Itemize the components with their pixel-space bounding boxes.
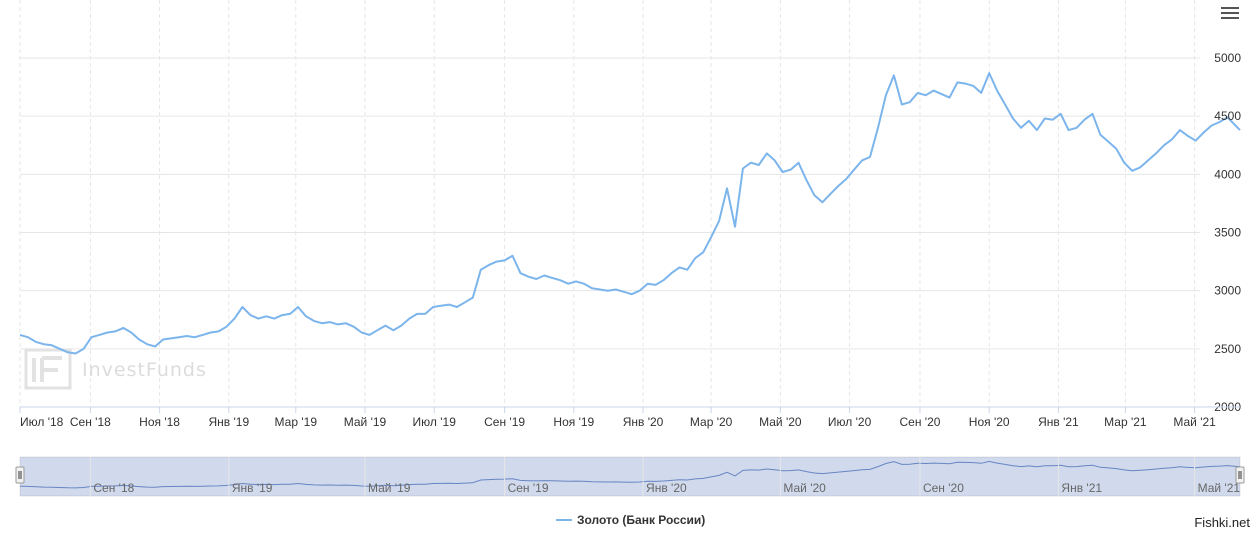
x-tick-label: Янв '19 (208, 415, 249, 429)
menu-bar (1221, 7, 1239, 9)
navigator-grid: Сен '18 Янв '19 Май '19 Сен '19 Янв '20 Май '… (89, 457, 1241, 496)
x-tick-label: Ноя '18 (139, 415, 180, 429)
x-axis-ticks: Июл '18 Сен '18 Ноя '18 Янв '19 Мар '19 Май '… (19, 407, 1216, 429)
x-tick-label: Ноя '20 (969, 415, 1010, 429)
hamburger-menu-icon[interactable] (1219, 4, 1241, 22)
y-tick-label: 3500 (1214, 226, 1241, 240)
watermark-text: InvestFunds (82, 359, 207, 381)
x-tick-label: Май '19 (344, 415, 387, 429)
y-tick-label: 3000 (1214, 284, 1241, 298)
y-tick-label: 4500 (1214, 109, 1241, 123)
navigator-left-handle-box[interactable] (15, 466, 25, 484)
navigator-tick-label: Янв '21 (1061, 481, 1102, 495)
x-tick-label: Сен '20 (899, 415, 940, 429)
navigator-tick-label: Сен '19 (508, 481, 549, 495)
horizontal-grid (20, 57, 1200, 350)
x-tick-label: Янв '21 (1038, 415, 1079, 429)
x-tick-label: Янв '20 (623, 415, 664, 429)
series-layer (19, 72, 1241, 355)
navigator-series-line (19, 460, 1241, 489)
watermark-logo-frame (24, 348, 72, 390)
y-tick-label: 5000 (1214, 51, 1241, 65)
navigator-frame (19, 456, 1241, 497)
navigator-tick-label: Май '19 (368, 481, 411, 495)
navigator-tick-label: Сен '18 (93, 481, 134, 495)
x-tick-label: Мар '20 (690, 415, 733, 429)
x-tick-label: Июл '19 (413, 415, 457, 429)
vertical-grid (19, 0, 1196, 407)
x-tick-label: Мар '19 (275, 415, 318, 429)
x-tick-label: Май '21 (1173, 415, 1216, 429)
navigator-right-handle-box[interactable] (1235, 466, 1245, 484)
navigator-tick-label: Май '20 (783, 481, 826, 495)
legend-series-label[interactable]: Золото (Банк России) (577, 513, 705, 527)
x-tick-label: Июл '20 (828, 415, 872, 429)
navigator-tick-label: Янв '20 (646, 481, 687, 495)
navigator-tick-label: Сен '20 (923, 481, 964, 495)
x-tick-label: Сен '18 (70, 415, 111, 429)
investfunds-watermark: InvestFunds (24, 348, 207, 390)
navigator-selected-range[interactable] (20, 457, 1240, 496)
menu-bar (1221, 12, 1239, 14)
legend[interactable]: Золото (Банк России) (556, 513, 705, 527)
menu-bar (1221, 17, 1239, 19)
navigator-left-handle[interactable] (15, 466, 25, 484)
range-navigator[interactable]: Сен '18 Янв '19 Май '19 Сен '19 Янв '20 Май '… (15, 456, 1245, 497)
gold-price-series-line[interactable] (19, 72, 1241, 355)
x-tick-label: Июл '18 (20, 415, 64, 429)
fishki-brand-label: Fishki.net (1194, 515, 1250, 530)
y-tick-label: 2500 (1214, 342, 1241, 356)
navigator-tick-label: Май '21 (1198, 481, 1241, 495)
watermark-logo-icon (32, 356, 62, 382)
navigator-tick-label: Янв '19 (232, 481, 273, 495)
x-tick-label: Май '20 (759, 415, 802, 429)
navigator-series (19, 460, 1241, 489)
navigator-right-handle[interactable] (1235, 466, 1245, 484)
x-tick-label: Сен '19 (484, 415, 525, 429)
x-tick-label: Ноя '19 (553, 415, 594, 429)
y-tick-label: 4000 (1214, 167, 1241, 181)
x-tick-label: Мар '21 (1104, 415, 1147, 429)
